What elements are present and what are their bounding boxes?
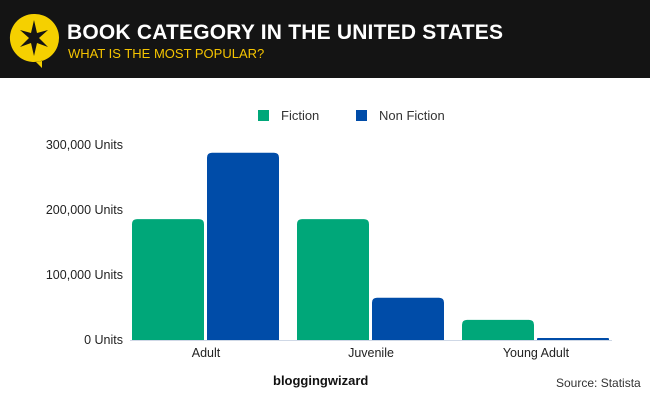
x-tick: Young Adult — [502, 346, 570, 360]
legend-label: Fiction — [281, 108, 320, 123]
legend-label: Non Fiction — [379, 108, 445, 123]
chart-subtitle: WHAT IS THE MOST POPULAR? — [68, 46, 265, 61]
bar-fiction-young-adult — [462, 319, 534, 340]
legend-item-fiction: Fiction — [258, 108, 319, 123]
y-tick: 100,000 Units — [45, 268, 123, 282]
bar-fiction-adult — [132, 219, 204, 340]
legend-item-non-fiction: Non Fiction — [356, 108, 445, 123]
bar-non-fiction-young-adult — [537, 338, 609, 340]
x-tick: Juvenile — [348, 346, 394, 360]
bar-non-fiction-juvenile — [372, 297, 444, 340]
star-speech-bubble-icon — [9, 13, 60, 69]
y-tick: 200,000 Units — [45, 203, 123, 217]
brand-logo: bloggingwizard — [273, 373, 369, 388]
legend-swatch — [258, 110, 269, 121]
y-tick: 0 Units — [84, 333, 123, 347]
bar-non-fiction-adult — [207, 152, 279, 340]
bar-fiction-juvenile — [297, 219, 369, 340]
source-note: Source: Statista — [556, 376, 641, 390]
legend-swatch — [356, 110, 367, 121]
x-tick: Adult — [191, 346, 221, 360]
header-banner: BOOK CATEGORY IN THE UNITED STATES WHAT … — [0, 0, 650, 78]
y-tick: 300,000 Units — [45, 138, 123, 152]
chart-title: BOOK CATEGORY IN THE UNITED STATES — [67, 21, 504, 44]
